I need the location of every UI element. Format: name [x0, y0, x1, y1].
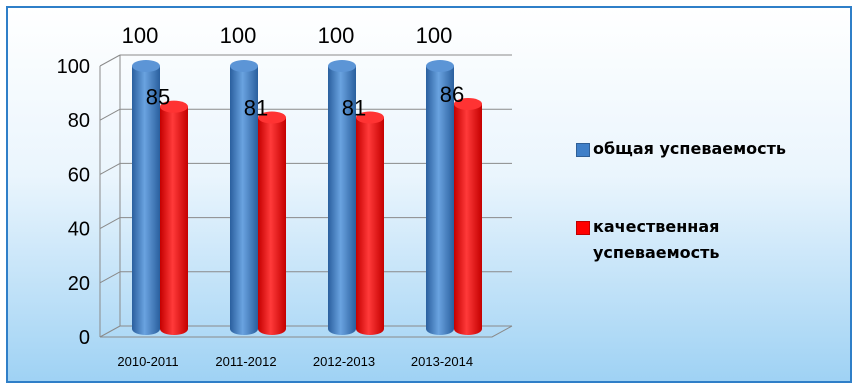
legend: общая успеваемость качественная успеваем…	[576, 136, 846, 266]
data-label: 81	[342, 95, 366, 120]
gridline-depth	[99, 217, 121, 230]
bars	[132, 60, 482, 336]
gridline-depth	[99, 325, 121, 338]
bar-body	[328, 66, 356, 335]
bar-body	[160, 106, 188, 336]
x-tick-label: 2012-2013	[313, 354, 375, 369]
bar	[132, 60, 160, 335]
data-label: 81	[244, 95, 268, 120]
y-tick-label: 20	[68, 273, 90, 295]
axes	[99, 55, 513, 338]
bar-body	[258, 117, 286, 336]
bar	[356, 111, 384, 336]
labels: 0 20 40 60 80 100 100 85 2010-2011 100 81 2011-2012…	[57, 23, 473, 369]
x-tick-label: 2011-2012	[215, 354, 276, 369]
floor	[100, 325, 513, 338]
data-label: 100	[220, 23, 257, 48]
y-tick-label: 0	[79, 327, 90, 349]
bar-body	[426, 66, 454, 335]
bar-top	[230, 60, 258, 72]
y-tick-label: 40	[68, 219, 90, 241]
legend-item-series-1: общая успеваемость	[576, 136, 846, 162]
legend-swatch-series-1	[576, 143, 590, 157]
legend-label-series-1: общая успеваемость	[593, 139, 787, 158]
bar	[328, 60, 356, 335]
bar-body	[230, 66, 258, 335]
x-tick-label: 2013-2014	[411, 354, 473, 369]
gridline-depth	[99, 162, 121, 175]
bar-top	[132, 60, 160, 72]
bar-top	[426, 60, 454, 72]
bar-top	[258, 111, 286, 124]
y-tick-label: 80	[68, 110, 90, 132]
bar	[160, 100, 188, 336]
data-label: 100	[122, 23, 159, 48]
legend-swatch-series-2	[576, 221, 590, 235]
bar-top	[160, 100, 188, 113]
bar	[426, 60, 454, 335]
bar-top	[328, 60, 356, 72]
legend-item-series-2: качественная успеваемость	[576, 214, 846, 266]
bar	[230, 60, 258, 335]
bar-body	[356, 117, 384, 336]
data-label: 100	[318, 23, 355, 48]
bar-body	[132, 66, 160, 335]
data-label: 85	[146, 85, 170, 110]
bar-body	[454, 103, 482, 335]
bar-top	[356, 111, 384, 124]
bar-top	[454, 97, 482, 110]
y-tick-label: 100	[57, 56, 90, 78]
gridline-depth	[99, 54, 121, 67]
data-label: 100	[416, 23, 453, 48]
data-label: 86	[440, 82, 464, 107]
x-tick-label: 2010-2011	[117, 354, 178, 369]
bar	[258, 111, 286, 336]
gridline-depth	[99, 271, 121, 284]
gridline-depth	[99, 108, 121, 121]
bar	[454, 97, 482, 335]
legend-label-series-2: качественная успеваемость	[593, 217, 720, 262]
y-tick-label: 60	[68, 164, 90, 186]
